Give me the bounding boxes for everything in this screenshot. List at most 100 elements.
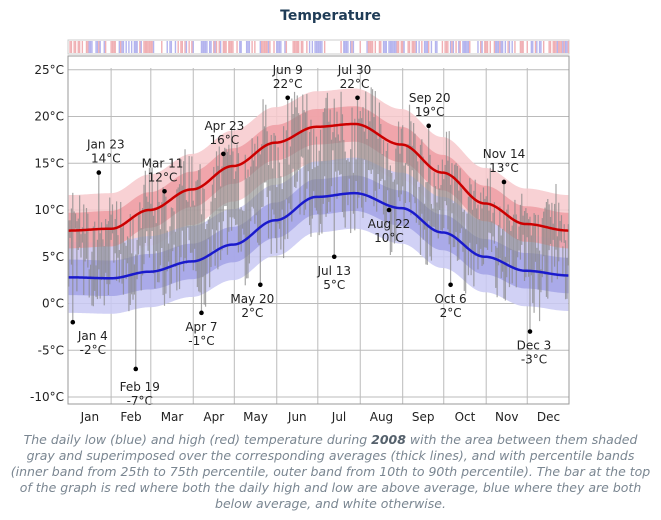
- annotation-date: Apr 23: [204, 119, 244, 133]
- anomaly-day: [444, 41, 446, 53]
- daily-bar: [269, 143, 271, 191]
- daily-bar: [298, 113, 300, 171]
- x-tick-label: Jul: [331, 410, 346, 424]
- daily-bar: [510, 230, 512, 251]
- daily-bar: [507, 204, 509, 262]
- anomaly-day: [185, 41, 188, 53]
- daily-bar: [232, 151, 234, 218]
- anomaly-day: [408, 41, 411, 53]
- anomaly-day: [548, 41, 550, 53]
- anomaly-day: [191, 41, 193, 53]
- annotation-date: Jul 13: [316, 264, 351, 278]
- daily-bar: [536, 247, 538, 274]
- annotation-date: Jan 4: [77, 329, 108, 343]
- daily-bar: [299, 115, 301, 215]
- daily-bar: [322, 112, 324, 204]
- anomaly-day: [311, 41, 314, 53]
- anomaly-day: [169, 41, 171, 53]
- chart-title: Temperature: [280, 8, 381, 24]
- daily-bar: [533, 213, 535, 313]
- daily-bar: [129, 214, 131, 305]
- daily-bar: [551, 202, 553, 283]
- caption-text-2: with the area between them shaded gray a…: [10, 432, 651, 511]
- anomaly-day: [467, 41, 470, 53]
- daily-bar: [454, 164, 456, 248]
- y-tick-label: -10°C: [30, 390, 64, 404]
- anomaly-day: [411, 41, 413, 53]
- daily-bar: [244, 154, 246, 286]
- daily-bar: [543, 211, 545, 257]
- daily-bar: [172, 208, 174, 252]
- annotation-point: [448, 282, 453, 288]
- anomaly-day: [514, 41, 516, 53]
- daily-bar: [162, 187, 164, 296]
- anomaly-day: [73, 41, 75, 53]
- anomaly-day: [150, 41, 152, 53]
- daily-bar: [142, 207, 144, 276]
- anomaly-day: [269, 41, 271, 53]
- caption-text-1: The daily low (blue) and high (red) temp…: [23, 432, 372, 447]
- daily-bar: [213, 166, 215, 250]
- daily-bar: [151, 167, 153, 231]
- annotation-value: 16°C: [210, 133, 240, 147]
- daily-bar: [124, 242, 126, 260]
- daily-bar: [406, 146, 408, 165]
- daily-bar: [418, 186, 420, 226]
- anomaly-day: [340, 41, 342, 53]
- anomaly-day: [455, 41, 457, 53]
- anomaly-day: [180, 41, 182, 53]
- daily-bar: [318, 150, 320, 236]
- daily-bar: [133, 264, 135, 295]
- daily-bar: [195, 181, 197, 272]
- daily-bar: [467, 196, 469, 276]
- x-tick-label: Mar: [161, 410, 184, 424]
- daily-bar: [209, 216, 211, 288]
- daily-bar: [478, 219, 480, 255]
- annotation-date: Nov 14: [483, 147, 526, 161]
- anomaly-day: [125, 41, 127, 53]
- daily-bar: [428, 125, 430, 221]
- anomaly-bar: [67, 39, 570, 55]
- anomaly-day: [295, 41, 297, 53]
- daily-bar: [267, 165, 270, 239]
- annotation-date: Sep 20: [409, 91, 451, 105]
- anomaly-day: [273, 41, 275, 53]
- anomaly-day: [384, 41, 386, 53]
- daily-bar: [377, 138, 379, 175]
- daily-bar: [362, 106, 364, 218]
- annotation-date: Feb 19: [120, 380, 160, 394]
- daily-bar: [514, 199, 516, 268]
- daily-bar: [560, 215, 563, 243]
- daily-bar: [273, 133, 275, 215]
- y-tick-label: 0°C: [42, 297, 64, 311]
- daily-bar: [381, 154, 383, 179]
- daily-bar: [452, 203, 454, 248]
- x-tick-label: May: [243, 410, 268, 424]
- daily-bar: [413, 123, 415, 197]
- daily-bar: [310, 119, 312, 237]
- daily-bar: [432, 208, 434, 227]
- daily-bar: [473, 190, 475, 287]
- anomaly-day: [308, 41, 311, 53]
- daily-bar: [69, 220, 71, 238]
- anomaly-day: [447, 41, 449, 53]
- daily-bar: [363, 131, 365, 160]
- anomaly-day: [366, 41, 368, 53]
- daily-bar: [158, 201, 160, 283]
- daily-bar: [502, 228, 504, 272]
- daily-bar: [105, 218, 107, 273]
- anomaly-day: [501, 41, 504, 53]
- daily-bar: [365, 91, 367, 202]
- daily-bar: [176, 189, 178, 291]
- anomaly-day: [248, 41, 251, 53]
- anomaly-day: [388, 41, 390, 53]
- anomaly-day: [526, 41, 528, 53]
- daily-bar: [80, 234, 82, 258]
- annotation-point: [96, 170, 102, 175]
- annotation-date: Dec 3: [517, 339, 552, 353]
- daily-bar: [430, 203, 433, 261]
- daily-bar: [181, 185, 183, 231]
- daily-bar: [328, 121, 330, 202]
- anomaly-day: [113, 41, 115, 53]
- daily-bar: [399, 153, 401, 202]
